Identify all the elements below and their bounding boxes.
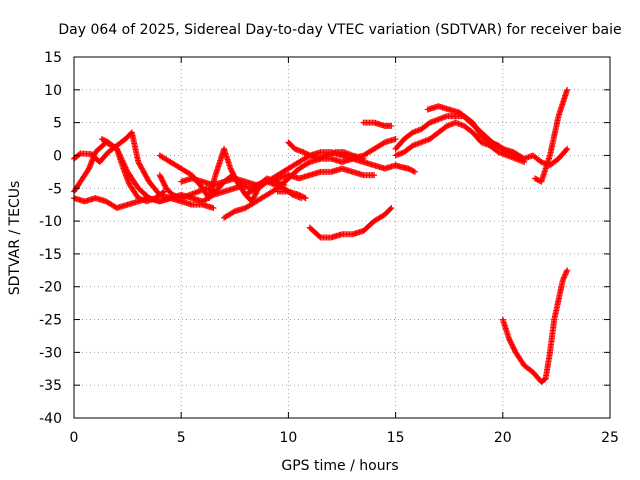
data-point xyxy=(85,166,92,173)
data-point xyxy=(498,145,505,152)
x-tick-label: 5 xyxy=(177,430,186,446)
data-point xyxy=(156,172,163,179)
data-point xyxy=(305,151,312,158)
data-point xyxy=(161,182,168,189)
data-point xyxy=(519,154,526,161)
data-point xyxy=(507,338,514,345)
data-point xyxy=(564,86,571,93)
y-tick-label: -40 xyxy=(39,411,62,427)
data-point xyxy=(506,336,513,343)
data-series-trace-d xyxy=(98,136,168,205)
y-tick-label: 10 xyxy=(44,83,62,99)
y-tick-label: -5 xyxy=(48,181,62,197)
data-point xyxy=(252,191,259,198)
y-tick-label: 15 xyxy=(44,50,62,66)
data-point xyxy=(506,337,513,344)
x-tick-label: 25 xyxy=(601,430,619,446)
data-point xyxy=(388,204,395,211)
data-series-trace-q xyxy=(424,103,528,162)
data-point xyxy=(228,168,235,175)
data-point xyxy=(250,194,257,201)
data-point xyxy=(229,169,236,176)
data-point xyxy=(508,340,515,347)
data-series-trace-m xyxy=(360,119,395,129)
data-points xyxy=(71,86,571,385)
data-series-trace-h xyxy=(221,136,399,221)
tick-labels: 0 5 10 15 20 25 -40 -35 -30 -25 -20 -15 -10 -5 0 5 10 15 xyxy=(39,50,619,446)
data-series-trace-j xyxy=(285,139,367,162)
data-series-trace-r xyxy=(499,267,571,385)
axis-ticks xyxy=(73,56,611,419)
data-point xyxy=(160,180,167,187)
data-series-trace-p xyxy=(392,119,528,166)
y-tick-label: 0 xyxy=(53,148,62,164)
data-point xyxy=(159,177,166,184)
x-tick-label: 0 xyxy=(70,430,79,446)
data-point xyxy=(563,146,570,153)
data-series-trace-k xyxy=(306,204,395,241)
y-tick-label: 5 xyxy=(53,116,62,132)
data-point xyxy=(157,173,164,180)
data-point xyxy=(305,159,312,166)
x-axis-label: GPS time / hours xyxy=(281,458,398,474)
data-point xyxy=(252,190,259,197)
data-point xyxy=(510,345,517,352)
data-series-trace-l xyxy=(274,188,309,202)
data-point xyxy=(564,145,571,152)
data-point xyxy=(392,136,399,143)
data-point xyxy=(251,193,258,200)
data-point xyxy=(388,122,395,129)
data-point xyxy=(210,204,217,211)
data-point xyxy=(227,165,234,172)
data-point xyxy=(161,181,168,188)
data-series-trace-s xyxy=(531,86,571,185)
data-point xyxy=(230,170,237,177)
data-point xyxy=(158,176,165,183)
y-tick-label: -20 xyxy=(39,280,62,296)
data-series-trace-n xyxy=(392,162,418,175)
data-point xyxy=(301,194,308,201)
x-tick-label: 10 xyxy=(279,430,297,446)
data-point xyxy=(509,342,516,349)
data-point xyxy=(228,166,235,173)
data-point xyxy=(521,155,528,162)
x-tick-label: 20 xyxy=(494,430,512,446)
data-point xyxy=(230,209,237,216)
data-point xyxy=(411,168,418,175)
grid-lines xyxy=(74,57,610,418)
y-tick-label: -15 xyxy=(39,247,62,263)
plot-frame xyxy=(73,56,611,419)
data-point xyxy=(410,168,417,175)
data-point xyxy=(380,140,387,147)
chart-title: Day 064 of 2025, Sidereal Day-to-day VTE… xyxy=(58,22,621,38)
y-tick-label: -35 xyxy=(39,378,62,394)
data-point xyxy=(158,174,165,181)
data-point xyxy=(302,195,309,202)
data-point xyxy=(511,346,518,353)
data-point xyxy=(371,172,378,179)
y-axis-label: SDTVAR / TECUs xyxy=(7,181,23,296)
data-point xyxy=(159,178,166,185)
y-tick-label: -10 xyxy=(39,214,62,230)
data-point xyxy=(387,206,394,213)
data-point xyxy=(159,189,166,196)
data-point xyxy=(161,188,168,195)
data-point xyxy=(564,267,571,274)
data-point xyxy=(316,233,323,240)
data-point xyxy=(360,155,367,162)
y-tick-label: -30 xyxy=(39,345,62,361)
data-point xyxy=(510,344,517,351)
y-tick-label: -25 xyxy=(39,313,62,329)
x-tick-label: 15 xyxy=(387,430,405,446)
data-point xyxy=(76,151,83,158)
data-point xyxy=(508,341,515,348)
